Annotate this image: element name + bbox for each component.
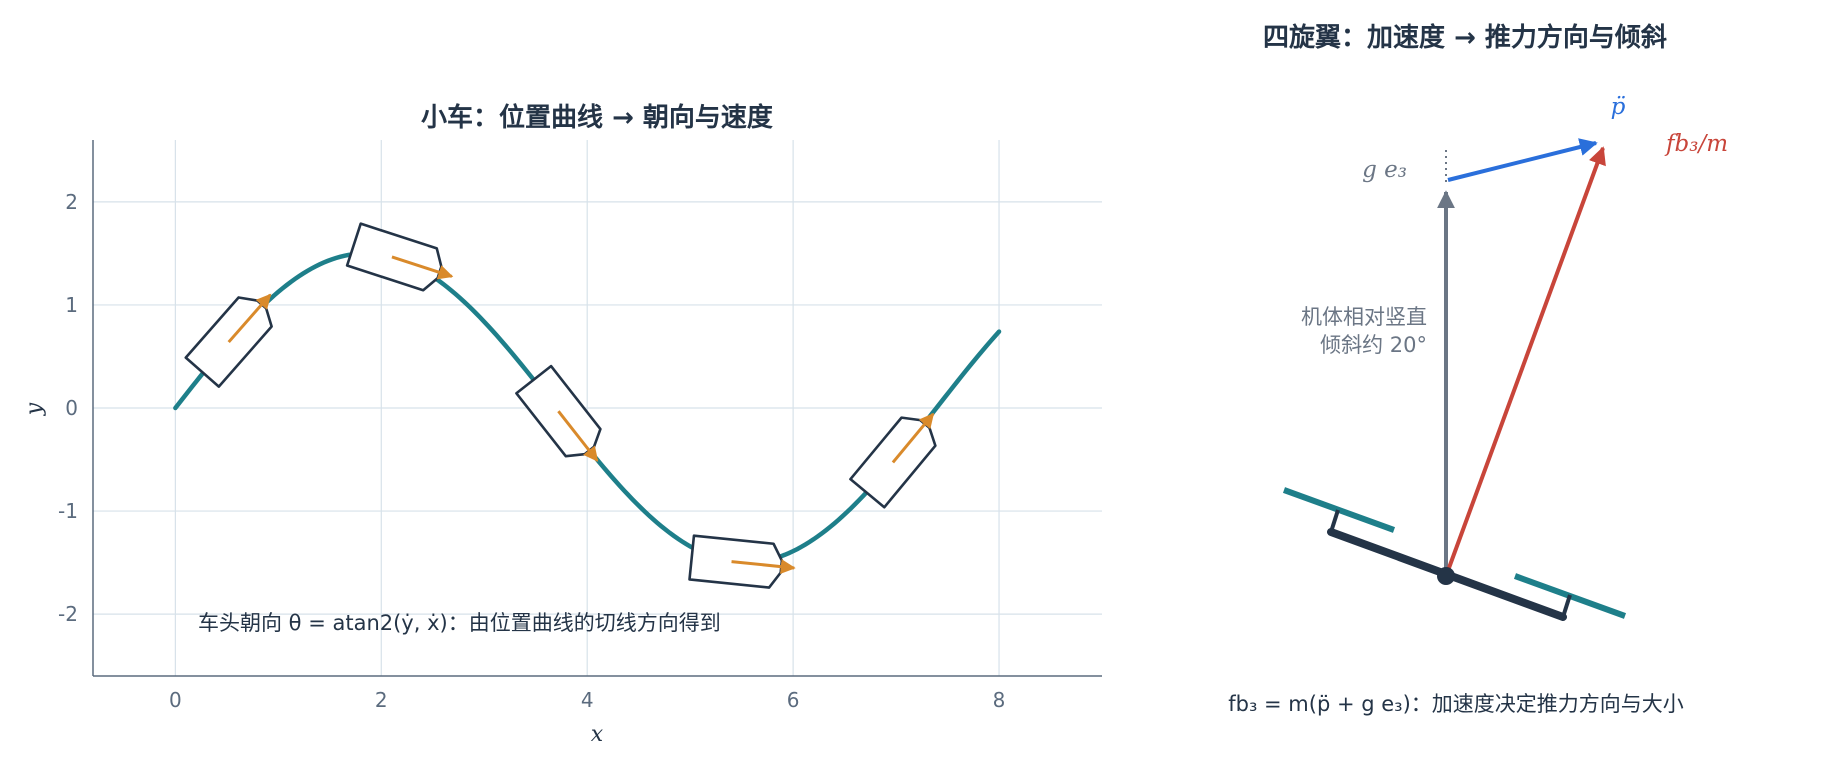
y-tick-label: -2 [58, 602, 78, 626]
right-panel-title: 四旋翼：加速度 → 推力方向与倾斜 [1263, 22, 1667, 53]
car [184, 293, 273, 388]
heading-note: 车头朝向 θ = atan2(ẏ, ẋ)：由位置曲线的切线方向得到 [198, 611, 721, 635]
y-tick-label: 1 [65, 293, 78, 317]
quadrotor [1282, 487, 1627, 621]
y-tick-label: -1 [58, 499, 78, 523]
thrust-equation: fb₃ = m(p̈ + g e₃)：加速度决定推力方向与大小 [1228, 692, 1684, 716]
pddot-label: p̈ [1611, 94, 1626, 120]
acceleration-arrow [1447, 138, 1598, 182]
tilt-note-line2: 倾斜约 20° [1320, 333, 1427, 357]
x-tick-label: 2 [375, 688, 388, 712]
velocity-arrow [557, 410, 599, 462]
velocity-arrow [891, 412, 935, 464]
axis-ticks: 0 2 4 6 8 2 1 0 -1 -2 [58, 190, 1005, 712]
x-tick-label: 6 [787, 688, 800, 712]
tilt-note-line1: 机体相对竖直 [1301, 305, 1427, 329]
car [849, 412, 937, 509]
thrust-arrow [1444, 146, 1606, 577]
x-tick-label: 0 [169, 688, 182, 712]
y-tick-label: 0 [65, 396, 78, 420]
center-of-mass-dot [1437, 567, 1455, 585]
x-tick-label: 8 [993, 688, 1006, 712]
gravity-label: g e₃ [1362, 157, 1407, 183]
velocity-arrow [391, 255, 454, 280]
y-axis-label: y [22, 402, 47, 416]
x-tick-label: 4 [581, 688, 594, 712]
car [515, 364, 602, 462]
thrust-label: fb₃/m [1664, 131, 1728, 157]
velocity-arrow [731, 559, 796, 575]
cars-layer [184, 222, 937, 589]
y-tick-label: 2 [65, 190, 78, 214]
plot-grid [93, 140, 1102, 676]
car [345, 222, 454, 292]
velocity-arrow [227, 293, 272, 344]
x-axis-label: x [591, 722, 604, 747]
left-panel-title: 小车：位置曲线 → 朝向与速度 [421, 102, 773, 133]
car [688, 534, 796, 589]
rotor-left [1282, 487, 1396, 533]
